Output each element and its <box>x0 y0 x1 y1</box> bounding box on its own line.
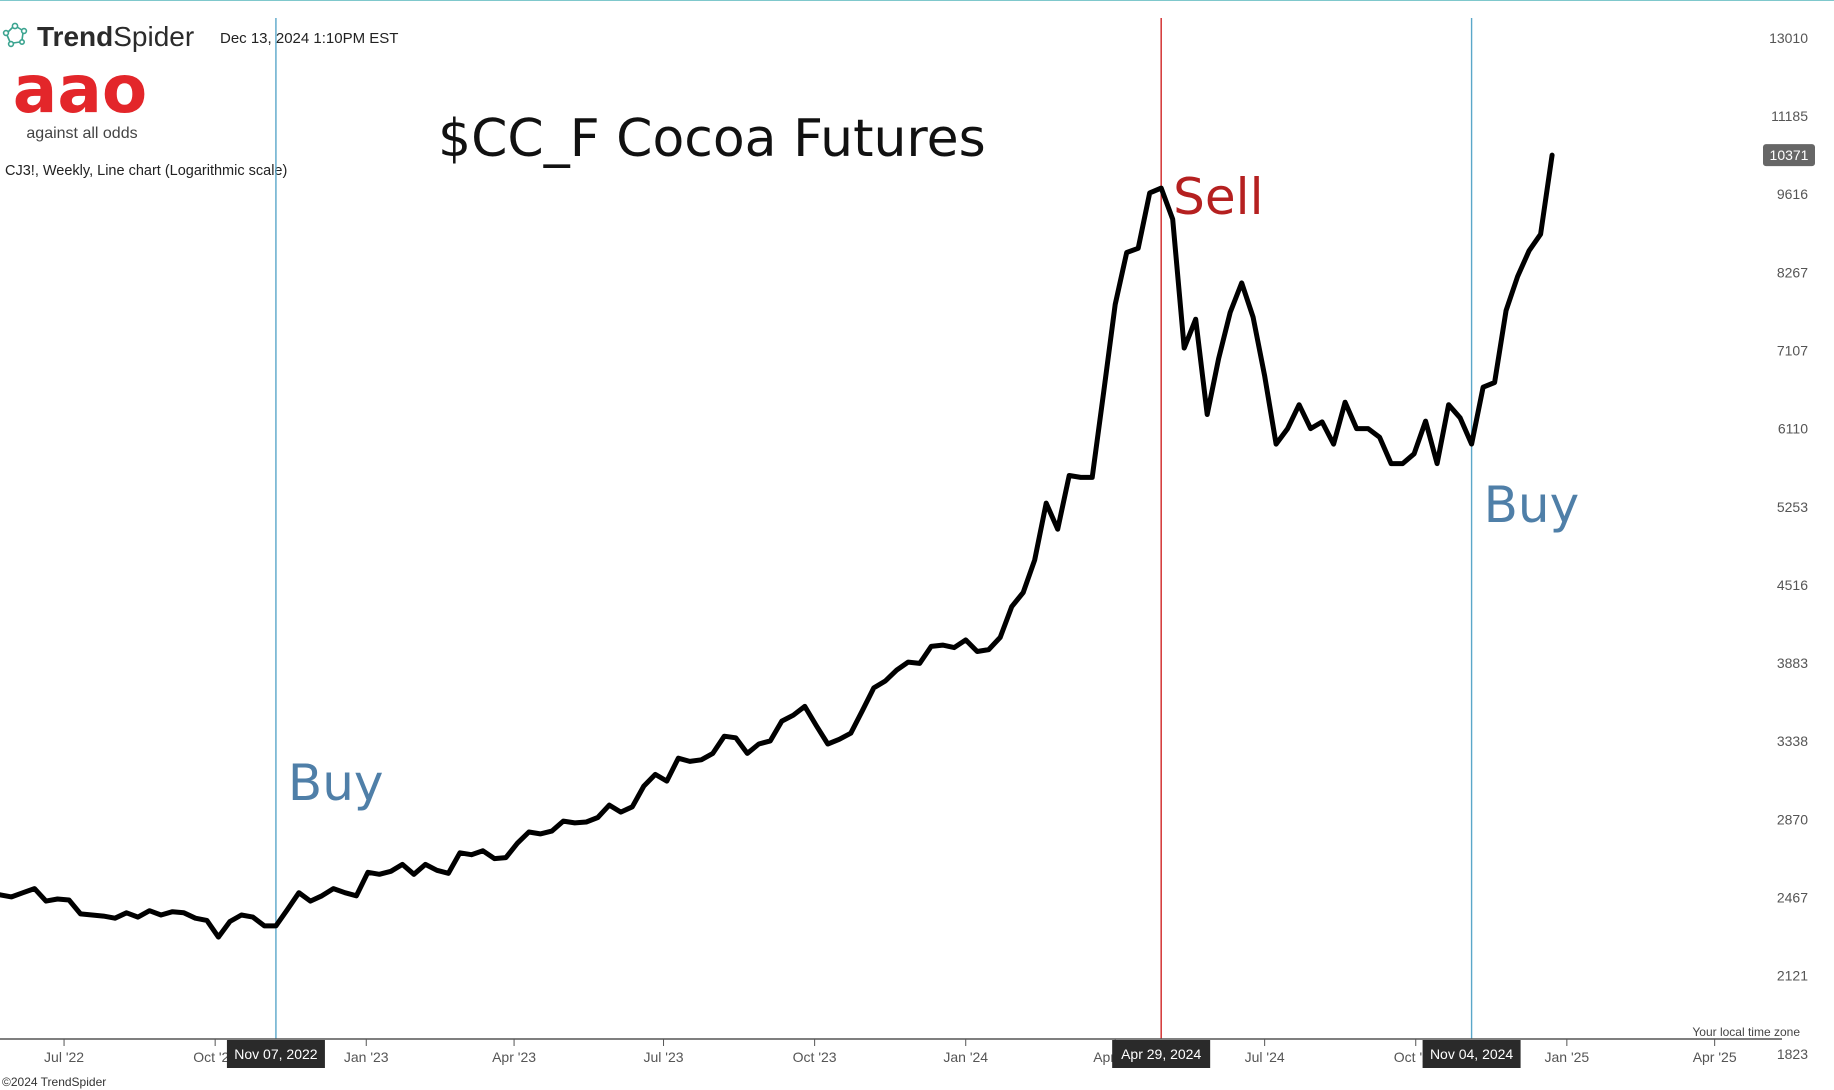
marker-date-label: Nov 07, 2022 <box>234 1046 317 1062</box>
y-tick-label: 8267 <box>1777 264 1808 280</box>
last-price-badge: 10371 <box>1763 144 1815 167</box>
chart-description: CJ3!, Weekly, Line chart (Logarithmic sc… <box>5 163 287 179</box>
aao-logo: aao against all odds <box>13 51 147 142</box>
price-series <box>0 152 1555 940</box>
y-tick-label: 9616 <box>1777 186 1808 202</box>
y-tick-label: 6110 <box>1778 421 1808 437</box>
last-price-badge-bg <box>1763 144 1815 167</box>
marker-date-label: Nov 04, 2024 <box>1430 1046 1513 1062</box>
footer-copyright: ©2024 TrendSpider <box>2 1075 106 1089</box>
timezone-note: Your local time zone <box>1692 1025 1800 1039</box>
x-axis-marker-labels: Nov 07, 2022 Apr 29, 2024 Nov 04, 2024 <box>226 1040 1521 1068</box>
marker-date-badge <box>1112 1040 1211 1068</box>
price-points <box>0 155 1553 938</box>
price-line <box>0 152 1555 940</box>
x-tick-label: Jul '24 <box>1245 1049 1285 1065</box>
x-tick-label: Jul '23 <box>644 1049 684 1065</box>
y-tick-label: 1823 <box>1777 1046 1808 1062</box>
y-tick-label: 3883 <box>1777 655 1808 671</box>
x-tick-label: Apr '23 <box>492 1049 536 1065</box>
top-border <box>0 0 1834 1</box>
last-price-value: 10371 <box>1770 147 1809 163</box>
x-tick-label: Oct '23 <box>793 1049 837 1065</box>
marker-date-badge <box>226 1040 325 1068</box>
network-nodes-icon <box>2 22 28 48</box>
marker-date-badge <box>1422 1040 1521 1068</box>
svg-text:TrendSpider: TrendSpider <box>37 21 194 52</box>
trendspider-logo: TrendSpider <box>2 21 194 52</box>
aao-logo-mark: aao <box>13 51 147 128</box>
y-tick-label: 4516 <box>1777 577 1808 593</box>
y-tick-label: 2121 <box>1777 968 1808 984</box>
y-tick-label: 2870 <box>1777 811 1808 827</box>
brand-name-bold: Trend <box>37 21 113 52</box>
marker-date-label: Apr 29, 2024 <box>1121 1046 1201 1062</box>
y-tick-label: 7107 <box>1777 342 1808 358</box>
x-tick-label: Oct '22 <box>193 1049 237 1065</box>
y-tick-label: 2467 <box>1777 889 1808 905</box>
signal-label-buy: Buy <box>1484 476 1580 534</box>
signal-markers: Buy Sell Buy <box>275 18 1580 1039</box>
x-tick-label: Jan '24 <box>943 1049 988 1065</box>
y-tick-label: 11185 <box>1771 108 1808 124</box>
aao-tagline: against all odds <box>26 125 137 142</box>
y-axis-ticks: 13010 11185 9616 8267 7107 6110 5253 4516 3883 33… <box>1769 30 1808 1062</box>
timestamp: Dec 13, 2024 1:10PM EST <box>220 30 398 47</box>
x-tick-label: Jan '23 <box>344 1049 389 1065</box>
x-tick-label: Jul '22 <box>44 1049 84 1065</box>
y-tick-label: 5253 <box>1777 499 1808 515</box>
x-tick-label: Jan '25 <box>1544 1049 1589 1065</box>
x-tick-label: Apr '25 <box>1693 1049 1737 1065</box>
signal-label-buy: Buy <box>288 754 384 812</box>
y-tick-label: 3338 <box>1777 733 1808 749</box>
chart-title: $CC_F Cocoa Futures <box>438 109 986 169</box>
y-tick-label: 13010 <box>1769 30 1808 46</box>
signal-label-sell: Sell <box>1173 168 1263 226</box>
brand-name-light: Spider <box>113 21 194 52</box>
